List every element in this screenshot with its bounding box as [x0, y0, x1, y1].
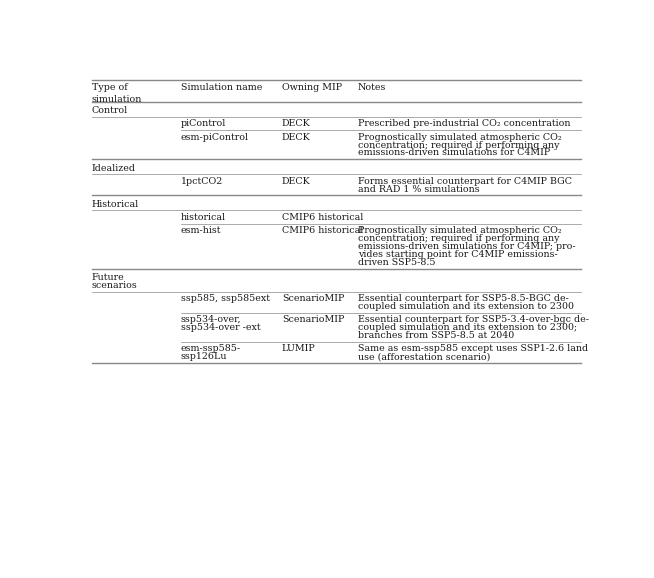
- Text: Future: Future: [92, 273, 125, 282]
- Text: Prognostically simulated atmospheric CO₂: Prognostically simulated atmospheric CO₂: [358, 227, 562, 235]
- Text: branches from SSP5-8.5 at 2040: branches from SSP5-8.5 at 2040: [358, 331, 514, 340]
- Text: Prognostically simulated atmospheric CO₂: Prognostically simulated atmospheric CO₂: [358, 132, 562, 142]
- Text: DECK: DECK: [282, 120, 311, 128]
- Text: coupled simulation and its extension to 2300;: coupled simulation and its extension to …: [358, 323, 577, 332]
- Text: piControl: piControl: [181, 120, 226, 128]
- Text: Owning MIP: Owning MIP: [282, 83, 342, 92]
- Text: ScenarioMIP: ScenarioMIP: [282, 316, 344, 324]
- Text: Idealized: Idealized: [92, 164, 136, 173]
- Text: ssp534-over -ext: ssp534-over -ext: [181, 323, 260, 332]
- Text: Notes: Notes: [358, 83, 387, 92]
- Text: Forms essential counterpart for C4MIP BGC: Forms essential counterpart for C4MIP BG…: [358, 177, 572, 186]
- Text: ssp534-over,: ssp534-over,: [181, 316, 241, 324]
- Text: 1pctCO2: 1pctCO2: [181, 177, 223, 186]
- Text: emissions-driven simulations for C4MIP; pro-: emissions-driven simulations for C4MIP; …: [358, 242, 576, 251]
- Text: Control: Control: [92, 106, 128, 115]
- Text: concentration; required if performing any: concentration; required if performing an…: [358, 234, 559, 243]
- Text: scenarios: scenarios: [92, 281, 137, 290]
- Text: esm-ssp585-: esm-ssp585-: [181, 344, 241, 354]
- Text: vides starting point for C4MIP emissions-: vides starting point for C4MIP emissions…: [358, 250, 558, 259]
- Text: coupled simulation and its extension to 2300: coupled simulation and its extension to …: [358, 302, 574, 311]
- Text: Historical: Historical: [92, 200, 139, 209]
- Text: emissions-driven simulations for C4MIP: emissions-driven simulations for C4MIP: [358, 149, 550, 157]
- Text: CMIP6 historical: CMIP6 historical: [282, 227, 364, 235]
- Text: ScenarioMIP: ScenarioMIP: [282, 294, 344, 303]
- Text: Simulation name: Simulation name: [181, 83, 262, 92]
- Text: DECK: DECK: [282, 132, 311, 142]
- Text: LUMIP: LUMIP: [282, 344, 316, 354]
- Text: Essential counterpart for SSP5-8.5-BGC de-: Essential counterpart for SSP5-8.5-BGC d…: [358, 294, 569, 303]
- Text: ssp585, ssp585ext: ssp585, ssp585ext: [181, 294, 269, 303]
- Text: ssp126Lu: ssp126Lu: [181, 353, 227, 361]
- Text: and RAD 1 % simulations: and RAD 1 % simulations: [358, 185, 479, 194]
- Text: Essential counterpart for SSP5-3.4-over-bgc de-: Essential counterpart for SSP5-3.4-over-…: [358, 316, 589, 324]
- Text: Same as esm-ssp585 except uses SSP1-2.6 land: Same as esm-ssp585 except uses SSP1-2.6 …: [358, 344, 588, 354]
- Text: concentration; required if performing any: concentration; required if performing an…: [358, 140, 559, 150]
- Text: DECK: DECK: [282, 177, 311, 186]
- Text: Prescribed pre-industrial CO₂ concentration: Prescribed pre-industrial CO₂ concentrat…: [358, 120, 570, 128]
- Text: Type of
simulation: Type of simulation: [92, 83, 143, 103]
- Text: esm-piControl: esm-piControl: [181, 132, 249, 142]
- Text: driven SSP5-8.5: driven SSP5-8.5: [358, 258, 436, 267]
- Text: esm-hist: esm-hist: [181, 227, 221, 235]
- Text: historical: historical: [181, 213, 226, 222]
- Text: CMIP6 historical: CMIP6 historical: [282, 213, 364, 222]
- Text: use (afforestation scenario): use (afforestation scenario): [358, 353, 490, 361]
